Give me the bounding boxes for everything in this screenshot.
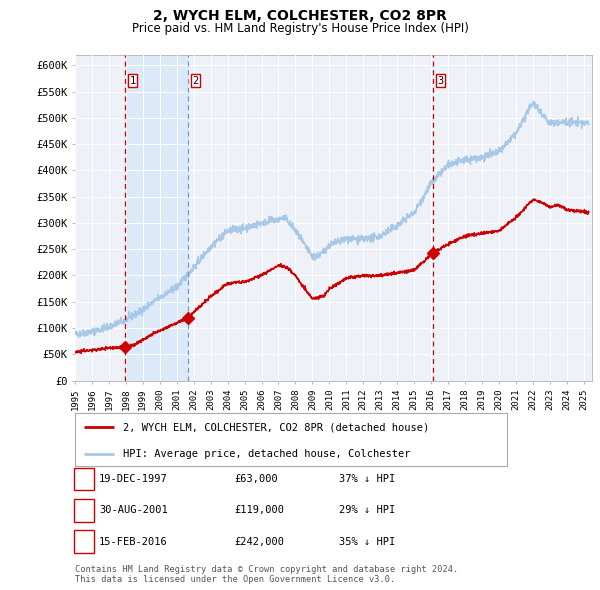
Text: HPI: Average price, detached house, Colchester: HPI: Average price, detached house, Colc…	[122, 450, 410, 460]
Text: 2: 2	[81, 506, 87, 515]
Text: £63,000: £63,000	[234, 474, 278, 484]
Text: 29% ↓ HPI: 29% ↓ HPI	[339, 506, 395, 515]
Text: 15-FEB-2016: 15-FEB-2016	[99, 537, 168, 546]
Text: Price paid vs. HM Land Registry's House Price Index (HPI): Price paid vs. HM Land Registry's House …	[131, 22, 469, 35]
Text: 19-DEC-1997: 19-DEC-1997	[99, 474, 168, 484]
Text: £119,000: £119,000	[234, 506, 284, 515]
Text: 30-AUG-2001: 30-AUG-2001	[99, 506, 168, 515]
Bar	[125, 55, 188, 381]
Text: £242,000: £242,000	[234, 537, 284, 546]
Text: 2, WYCH ELM, COLCHESTER, CO2 8PR: 2, WYCH ELM, COLCHESTER, CO2 8PR	[153, 9, 447, 23]
Text: Contains HM Land Registry data © Crown copyright and database right 2024.
This d: Contains HM Land Registry data © Crown c…	[75, 565, 458, 584]
Text: 2, WYCH ELM, COLCHESTER, CO2 8PR (detached house): 2, WYCH ELM, COLCHESTER, CO2 8PR (detach…	[122, 422, 429, 432]
Text: 37% ↓ HPI: 37% ↓ HPI	[339, 474, 395, 484]
Text: 1: 1	[81, 474, 87, 484]
Text: 1: 1	[130, 76, 136, 86]
Text: 2: 2	[192, 76, 199, 86]
Text: 35% ↓ HPI: 35% ↓ HPI	[339, 537, 395, 546]
Text: 3: 3	[81, 537, 87, 546]
Text: 3: 3	[437, 76, 443, 86]
